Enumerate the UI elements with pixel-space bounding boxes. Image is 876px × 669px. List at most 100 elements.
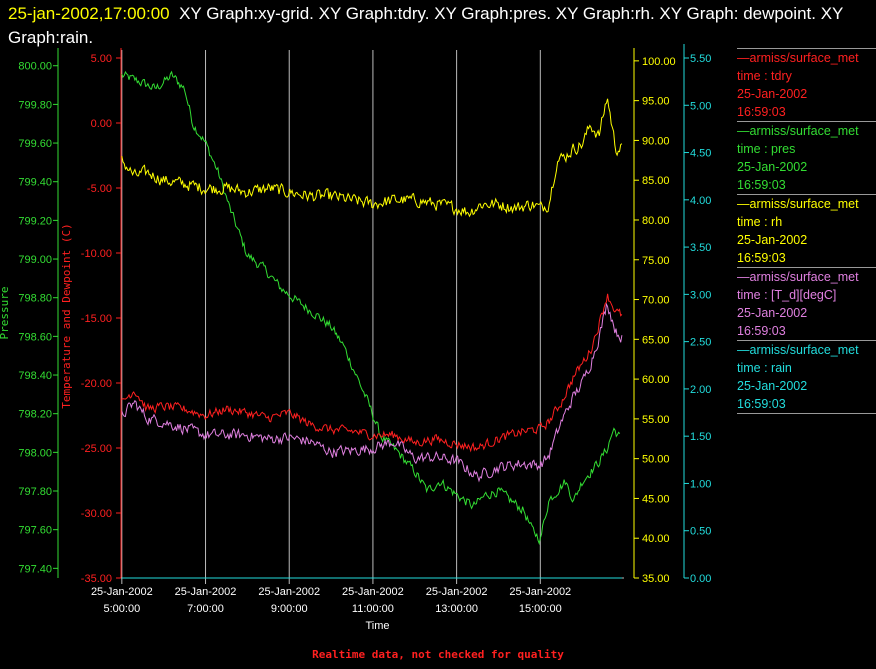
legend-source: —armiss/surface_met bbox=[737, 124, 859, 138]
legend-source: —armiss/surface_met bbox=[737, 270, 859, 284]
legend-date: 25-Jan-2002 bbox=[737, 87, 808, 101]
rh-tick-label: 35.00 bbox=[642, 573, 670, 585]
rain-tick-label: 2.00 bbox=[690, 384, 711, 396]
temperature-tick-label: -10.00 bbox=[81, 248, 112, 260]
quality-footer: Realtime data, not checked for quality bbox=[312, 648, 564, 661]
x-tick-date: 25-Jan-2002 bbox=[91, 586, 153, 598]
pressure-tick-label: 799.60 bbox=[18, 138, 52, 150]
x-tick-time: 13:00:00 bbox=[435, 603, 478, 615]
pressure-tick-label: 799.80 bbox=[18, 99, 52, 111]
rh-tick-label: 45.00 bbox=[642, 493, 670, 505]
x-tick-time: 15:00:00 bbox=[519, 603, 562, 615]
temperature-tick-label: -15.00 bbox=[81, 313, 112, 325]
x-axis-label: Time bbox=[365, 620, 389, 632]
rain-tick-label: 4.00 bbox=[690, 195, 711, 207]
x-tick-date: 25-Jan-2002 bbox=[426, 586, 488, 598]
rh-tick-label: 50.00 bbox=[642, 454, 670, 466]
legend-label: time : pres bbox=[737, 142, 796, 156]
pressure-tick-label: 799.20 bbox=[18, 215, 52, 227]
legend-source: —armiss/surface_met bbox=[737, 197, 859, 211]
temperature-tick-label: 0.00 bbox=[91, 118, 112, 130]
pressure-tick-label: 798.60 bbox=[18, 331, 52, 343]
rain-tick-label: 4.50 bbox=[690, 148, 711, 160]
title-text: XY Graph:xy-grid. XY Graph:tdry. XY Grap… bbox=[8, 4, 844, 47]
legend-time: 16:59:03 bbox=[737, 251, 786, 265]
rain-tick-label: 2.50 bbox=[690, 337, 711, 349]
x-tick-date: 25-Jan-2002 bbox=[258, 586, 320, 598]
graph-title: 25-jan-2002,17:00:00 XY Graph:xy-grid. X… bbox=[8, 2, 868, 50]
series-tdry-line bbox=[121, 293, 623, 453]
rh-tick-label: 75.00 bbox=[642, 255, 670, 267]
pressure-tick-label: 797.60 bbox=[18, 525, 52, 537]
pressure-axis-label: Pressure bbox=[0, 287, 11, 340]
pressure-tick-label: 797.40 bbox=[18, 563, 52, 575]
pressure-tick-label: 798.00 bbox=[18, 447, 52, 459]
rain-tick-label: 1.50 bbox=[690, 431, 711, 443]
series-pres-line bbox=[121, 70, 621, 546]
pressure-tick-label: 797.80 bbox=[18, 486, 52, 498]
legend-date: 25-Jan-2002 bbox=[737, 306, 808, 320]
x-tick-date: 25-Jan-2002 bbox=[175, 586, 237, 598]
legend-label: time : [T_d][degC] bbox=[737, 288, 837, 302]
rh-tick-label: 95.00 bbox=[642, 96, 670, 108]
x-tick-time: 5:00:00 bbox=[103, 603, 140, 615]
pressure-tick-label: 798.80 bbox=[18, 293, 52, 305]
legend-time: 16:59:03 bbox=[737, 178, 786, 192]
legend-time: 16:59:03 bbox=[737, 397, 786, 411]
x-tick-time: 11:00:00 bbox=[352, 603, 394, 615]
pressure-tick-label: 799.40 bbox=[18, 177, 52, 189]
series-rh-line bbox=[121, 98, 623, 218]
rh-tick-label: 40.00 bbox=[642, 533, 670, 545]
legend-source: —armiss/surface_met bbox=[737, 343, 859, 357]
legend-time: 16:59:03 bbox=[737, 105, 786, 119]
pressure-tick-label: 798.40 bbox=[18, 370, 52, 382]
x-tick-date: 25-Jan-2002 bbox=[342, 586, 404, 598]
pressure-tick-label: 799.00 bbox=[18, 254, 52, 266]
legend-time: 16:59:03 bbox=[737, 324, 786, 338]
pressure-tick-label: 798.20 bbox=[18, 409, 52, 421]
rh-tick-label: 70.00 bbox=[642, 295, 670, 307]
x-tick-time: 9:00:00 bbox=[271, 603, 308, 615]
legend-date: 25-Jan-2002 bbox=[737, 379, 808, 393]
temperature-tick-label: 5.00 bbox=[91, 53, 112, 65]
series-dewpoint-line bbox=[121, 302, 623, 483]
rain-tick-label: 5.00 bbox=[690, 100, 711, 112]
title-timestamp: 25-jan-2002,17:00:00 bbox=[8, 4, 170, 23]
legend-label: time : rain bbox=[737, 361, 792, 375]
rh-tick-label: 90.00 bbox=[642, 135, 670, 147]
temperature-axis-label: Temperature and Dewpoint (C) bbox=[60, 223, 73, 408]
rh-tick-label: 100.00 bbox=[642, 56, 676, 68]
legend-source: —armiss/surface_met bbox=[737, 51, 859, 65]
rh-tick-label: 55.00 bbox=[642, 414, 670, 426]
rh-tick-label: 60.00 bbox=[642, 374, 670, 386]
x-tick-time: 7:00:00 bbox=[187, 603, 224, 615]
legend-label: time : tdry bbox=[737, 69, 792, 83]
temperature-tick-label: -20.00 bbox=[81, 378, 112, 390]
legend-divider bbox=[737, 413, 876, 414]
rain-tick-label: 0.50 bbox=[690, 526, 711, 538]
rh-tick-label: 80.00 bbox=[642, 215, 670, 227]
legend-date: 25-Jan-2002 bbox=[737, 233, 808, 247]
temperature-tick-label: -35.00 bbox=[81, 573, 112, 585]
pressure-tick-label: 800.00 bbox=[18, 61, 52, 73]
legend: —armiss/surface_met time : tdry 25-Jan-200… bbox=[737, 48, 876, 414]
temperature-tick-label: -5.00 bbox=[87, 183, 112, 195]
rh-tick-label: 65.00 bbox=[642, 334, 670, 346]
rain-tick-label: 5.50 bbox=[690, 53, 711, 65]
rain-tick-label: 1.00 bbox=[690, 478, 711, 490]
temperature-tick-label: -25.00 bbox=[81, 443, 112, 455]
rain-tick-label: 0.00 bbox=[690, 573, 711, 585]
legend-date: 25-Jan-2002 bbox=[737, 160, 808, 174]
legend-label: time : rh bbox=[737, 215, 783, 229]
rain-tick-label: 3.00 bbox=[690, 289, 711, 301]
rh-tick-label: 85.00 bbox=[642, 175, 670, 187]
rain-tick-label: 3.50 bbox=[690, 242, 711, 254]
x-tick-date: 25-Jan-2002 bbox=[509, 586, 571, 598]
